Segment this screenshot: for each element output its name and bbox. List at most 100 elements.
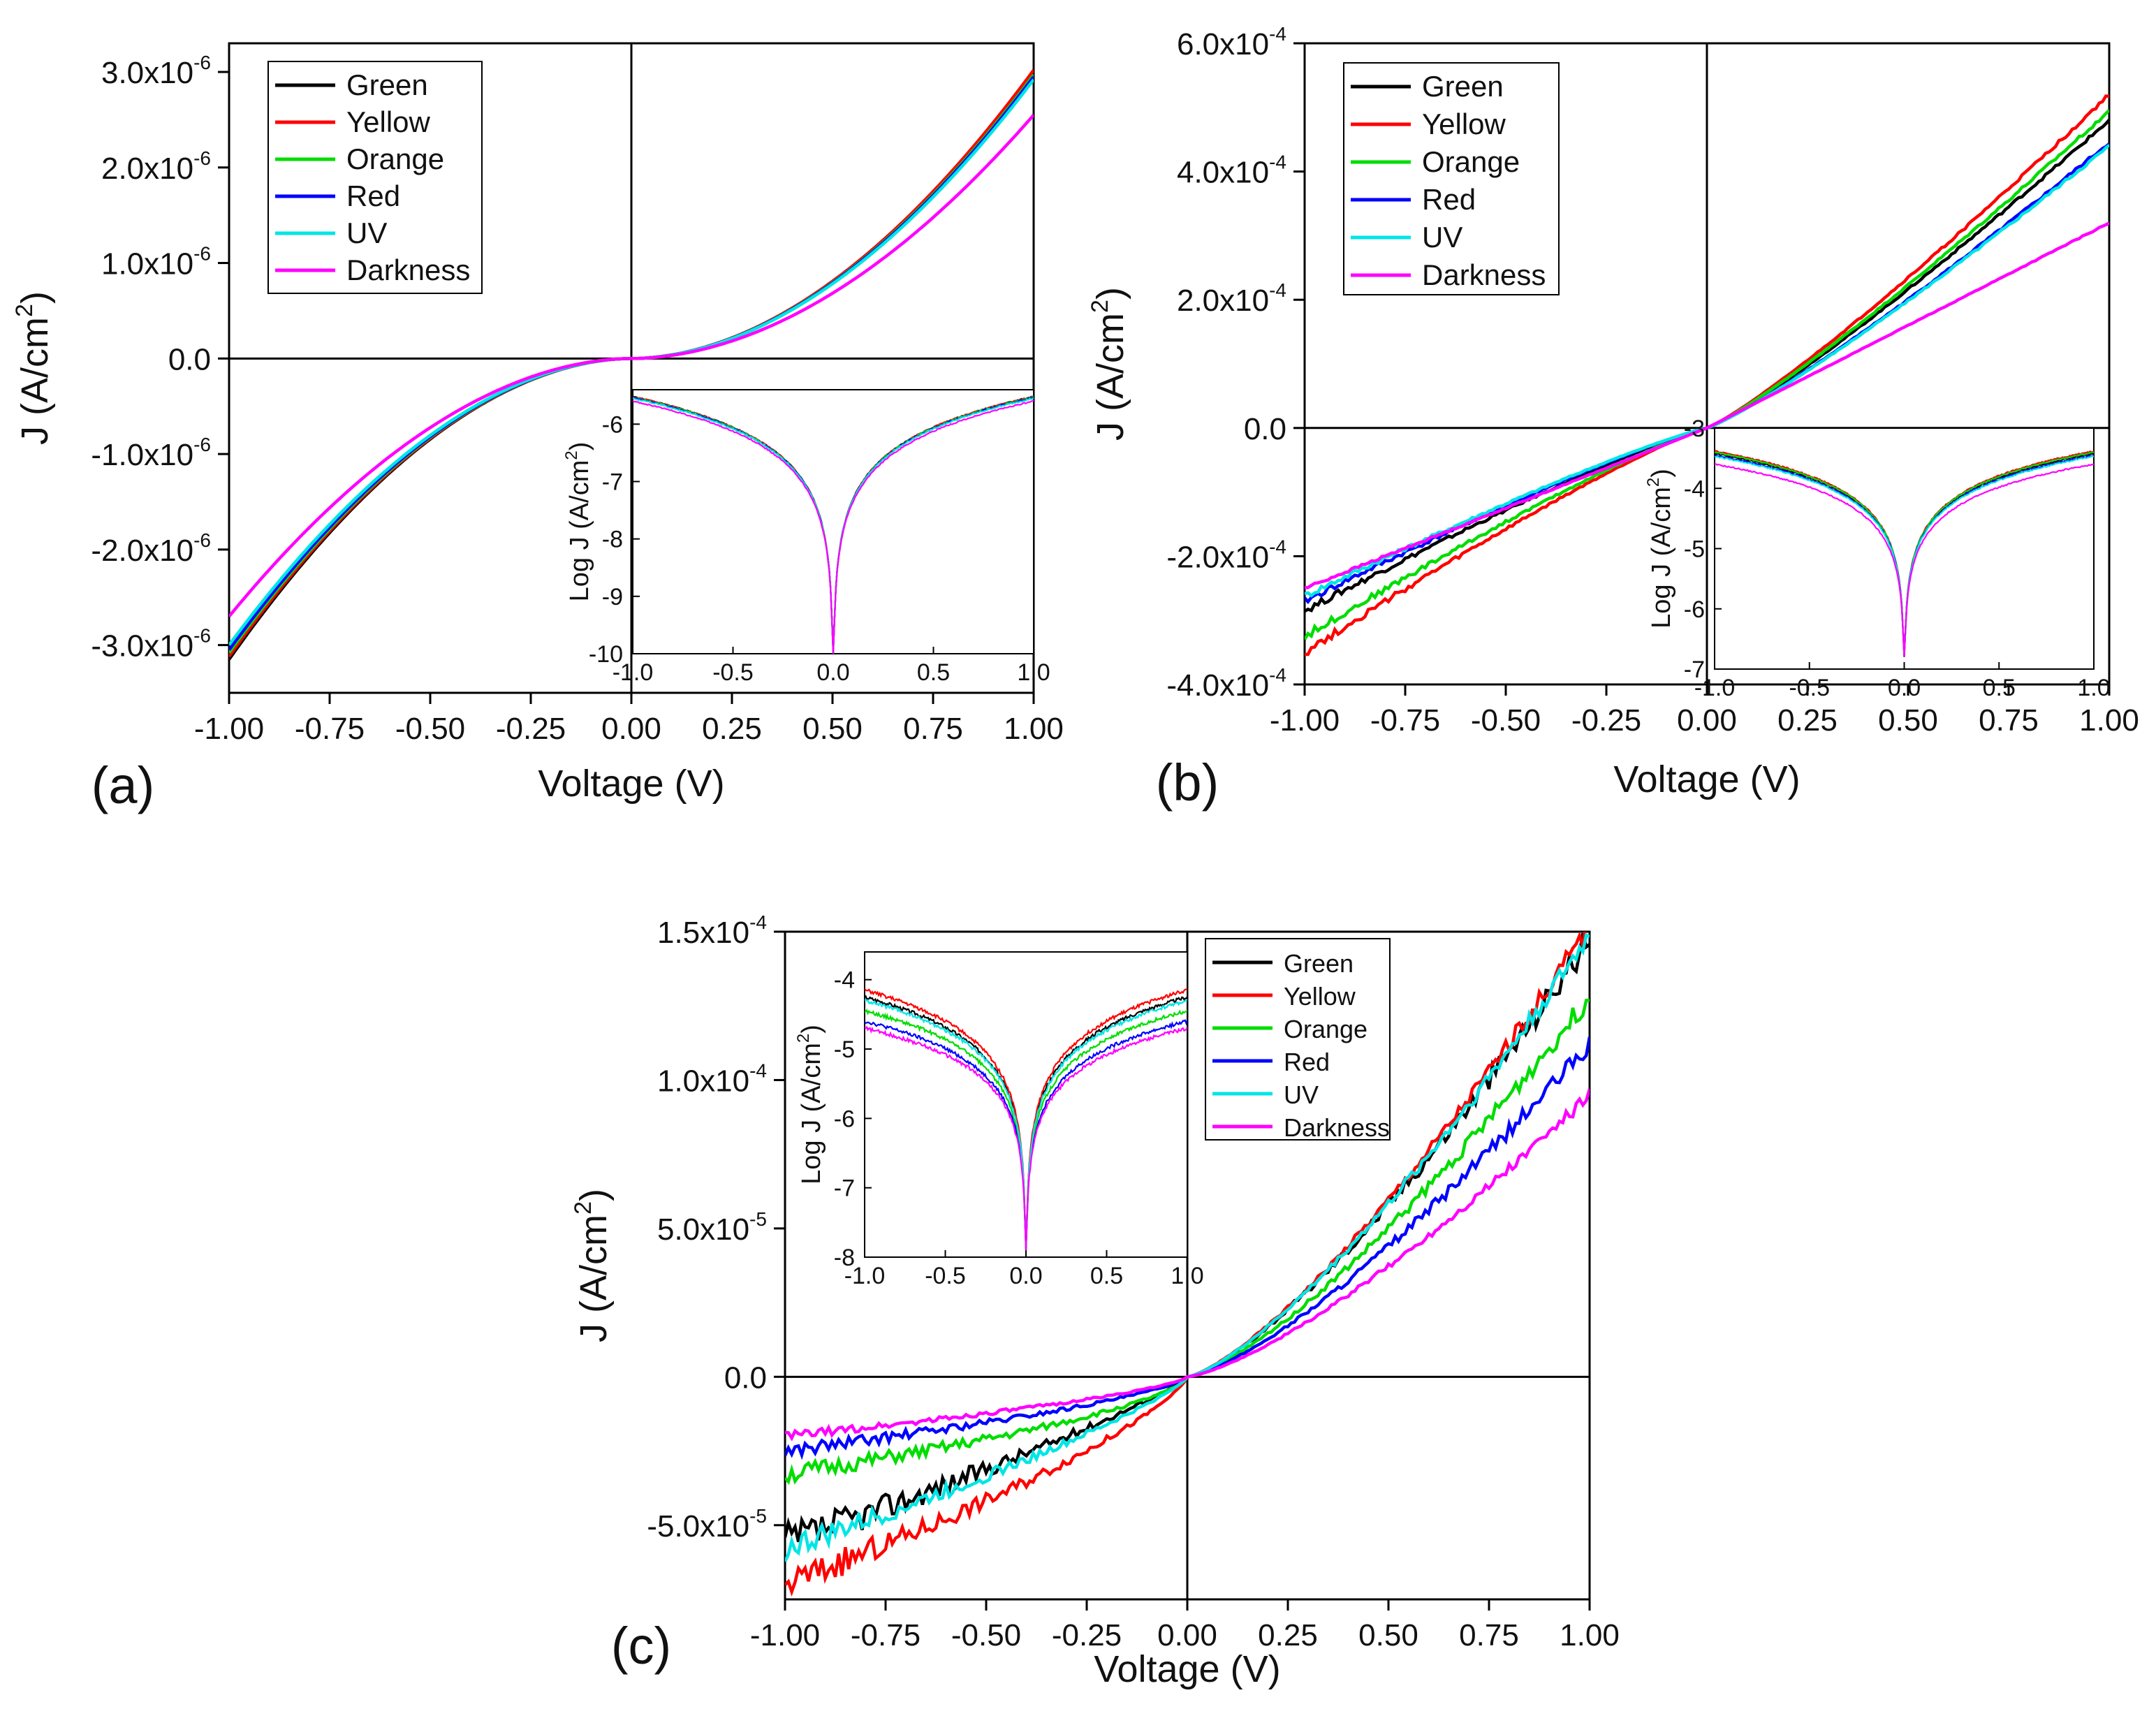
y-tick-mantissa: -2.0x10	[91, 534, 193, 568]
y-tick-exponent: -4	[1269, 23, 1286, 45]
x-tick-label: 0.25	[1258, 1618, 1318, 1652]
inset-series-line-darkness	[865, 1025, 1187, 1251]
panel-label: (a)	[91, 756, 154, 814]
legend-box	[1343, 62, 1560, 295]
y-tick-label: -2.0x10-4	[1166, 536, 1286, 574]
inset-series-group	[865, 988, 1187, 1251]
y-tick-mantissa: 2.0x10	[1177, 284, 1269, 318]
y-axis-title-paren: )	[573, 1189, 615, 1201]
inset-x-tick-label: 0.0	[1009, 1263, 1042, 1289]
series-group	[229, 68, 1034, 661]
legend-label-yellow: Yellow	[1284, 982, 1356, 1011]
y-tick-label: 2.0x10-6	[101, 147, 211, 186]
y-tick-mantissa: 0.0	[1244, 412, 1286, 446]
y-tick-exponent: -4	[1269, 536, 1286, 557]
inset-plot: -1.0 -0.5 0.0 0.5 1.0 -3 -4 -5 -6 -7 Log J (A/cm2)	[1644, 416, 2111, 701]
y-tick-label: 5.0x10-5	[657, 1208, 767, 1247]
inset-series-group	[633, 395, 1034, 654]
x-tick-label: -0.75	[295, 712, 365, 746]
y-tick-mantissa: -2.0x10	[1166, 540, 1269, 574]
legend-label-uv: UV	[346, 217, 387, 249]
legend-label-red: Red	[1284, 1048, 1330, 1076]
y-tick-label: 0.0	[724, 1361, 767, 1395]
y-axis-title: J (A/cm2)	[11, 291, 56, 445]
y-tick-label: 0.0	[168, 342, 211, 376]
inset-y-tick-label: -8	[834, 1245, 855, 1271]
x-tick-label: -1.00	[194, 712, 264, 746]
x-tick-label: 0.75	[903, 712, 963, 746]
inset-x-tick-label: 0.5	[1983, 675, 2016, 701]
inset-x-tick-label: 0.0	[1888, 675, 1921, 701]
y-tick-mantissa: 4.0x10	[1177, 156, 1269, 190]
inset-x-tick-label: 0.5	[1090, 1263, 1123, 1289]
inset-y-tick-label: -6	[1684, 596, 1705, 623]
y-tick-label: -4.0x10-4	[1166, 664, 1286, 703]
inset-x-tick-label: 0.0	[816, 659, 849, 686]
inset-x-tick-label: 1.0	[1171, 1263, 1203, 1289]
y-tick-label: 0.0	[1244, 412, 1286, 446]
inset-y-tick-label: -6	[834, 1106, 855, 1132]
x-tick-label: 0.25	[702, 712, 762, 746]
inset-series-line-darkness	[1715, 463, 2094, 657]
y-axis-title: J (A/cm2)	[1087, 287, 1131, 441]
x-tick-label: -1.00	[1270, 703, 1340, 738]
legend-label-green: Green	[1284, 949, 1354, 978]
inset-frame	[864, 951, 1188, 1258]
inset-y-tick-label: -7	[1684, 657, 1705, 683]
inset-y-tick-label: -5	[1684, 536, 1705, 563]
inset-y-tick-label: -10	[589, 641, 623, 668]
panel-a: -1.00 -0.75 -0.50 -0.25 0.00 0.25 0.50 0.75 1.00…	[11, 42, 1064, 814]
y-tick-label: 1.0x10-4	[657, 1059, 767, 1098]
inset-y-axis-title-text: Log J (A/cm	[565, 460, 594, 602]
y-tick-exponent: -6	[193, 147, 211, 169]
y-axis-title-text: J (A/cm	[573, 1215, 615, 1342]
y-axis-title-text: J (A/cm	[1090, 313, 1131, 441]
x-tick-label: 0.50	[1878, 703, 1938, 738]
legend-label-red: Red	[346, 179, 400, 212]
legend-label-green: Green	[1422, 70, 1504, 103]
x-tick-label: 1.00	[2079, 703, 2139, 738]
inset-y-tick-label: -4	[1684, 476, 1705, 502]
y-tick-exponent: -6	[193, 625, 211, 647]
inset-y-tick-label: -7	[602, 469, 623, 495]
x-tick-label: 0.00	[601, 712, 661, 746]
y-tick-mantissa: 2.0x10	[101, 152, 193, 186]
series-group	[1305, 94, 2109, 657]
inset-y-axis-title-superscript: 2	[1644, 478, 1663, 487]
x-tick-label: -0.50	[1471, 703, 1541, 738]
inset-y-tick-label: -8	[602, 527, 623, 553]
inset-y-axis-title-paren: )	[1647, 469, 1676, 478]
inset-series-group	[1715, 449, 2094, 657]
y-tick-exponent: -4	[749, 1059, 767, 1081]
y-tick-exponent: -6	[193, 243, 211, 265]
inset-x-tick-label: -0.5	[712, 659, 754, 686]
inset-y-axis-title-paren: )	[565, 442, 594, 451]
x-tick-label: 0.75	[1459, 1618, 1519, 1652]
x-tick-label: -0.75	[1370, 703, 1440, 738]
x-tick-label: 1.00	[1004, 712, 1064, 746]
inset-y-axis-title-text: Log J (A/cm	[1647, 487, 1676, 629]
x-tick-label: -0.25	[1571, 703, 1641, 738]
y-axis-title-paren: )	[1090, 287, 1131, 300]
inset-y-axis-title: Log J (A/cm2)	[794, 1025, 826, 1185]
y-tick-label: -2.0x10-6	[91, 529, 211, 568]
x-axis-title: Voltage (V)	[538, 763, 724, 805]
y-tick-exponent: -6	[193, 529, 211, 551]
panel-c: -1.00 -0.75 -0.50 -0.25 0.00 0.25 0.50 0.75 1.00…	[570, 911, 1620, 1690]
x-tick-label: -1.00	[750, 1618, 820, 1652]
series-line-darkness	[1305, 221, 2109, 589]
x-tick-label: -0.25	[1052, 1618, 1122, 1652]
x-tick-label: 1.00	[1560, 1618, 1620, 1652]
y-tick-mantissa: 1.5x10	[657, 916, 749, 950]
inset-plot: -1.0 -0.5 0.0 0.5 1.0 -4 -5 -6 -7 -8 Log J (A/cm2)	[794, 951, 1204, 1289]
x-tick-label: 0.25	[1777, 703, 1838, 738]
x-tick-label: 0.00	[1157, 1618, 1217, 1652]
y-tick-exponent: -4	[1269, 152, 1286, 173]
inset-x-tick-label: -1.0	[613, 659, 654, 686]
x-tick-label: 0.50	[1358, 1618, 1418, 1652]
y-tick-mantissa: 3.0x10	[101, 56, 193, 90]
x-axis-title: Voltage (V)	[1094, 1648, 1280, 1690]
x-tick-label: 0.00	[1677, 703, 1737, 738]
inset-x-tick-label: -0.5	[925, 1263, 966, 1289]
